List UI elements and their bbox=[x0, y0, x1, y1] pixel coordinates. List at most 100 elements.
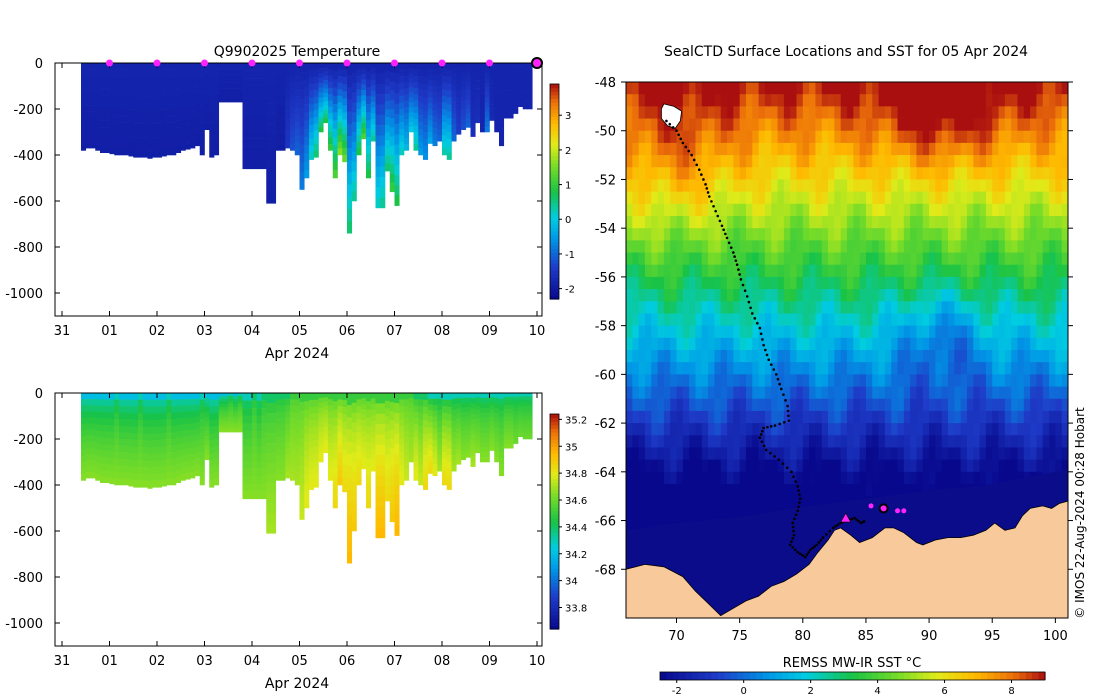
sst-cell bbox=[998, 191, 1006, 205]
profile-cell bbox=[480, 63, 486, 69]
profile-cell bbox=[461, 402, 467, 408]
profile-cell bbox=[247, 161, 253, 170]
profile-cell bbox=[228, 68, 234, 72]
profile-cell bbox=[522, 102, 528, 107]
profile-cell bbox=[256, 423, 262, 432]
profile-cell bbox=[418, 63, 424, 70]
profile-cell bbox=[361, 63, 367, 69]
sst-cell bbox=[802, 191, 810, 205]
sst-cell bbox=[1042, 423, 1050, 436]
profile-cell bbox=[456, 408, 462, 414]
sst-cell bbox=[638, 386, 646, 400]
profile-cell bbox=[223, 429, 229, 433]
profile-cell bbox=[157, 453, 163, 461]
sst-cell bbox=[834, 228, 842, 241]
sst-cell bbox=[865, 167, 873, 180]
profile-cell bbox=[242, 430, 248, 439]
sst-cell bbox=[828, 276, 835, 290]
profile-cell bbox=[375, 63, 381, 74]
sst-cell bbox=[884, 118, 892, 132]
profile-cell bbox=[522, 425, 528, 430]
profile-cell bbox=[128, 399, 134, 407]
sst-cell bbox=[1055, 167, 1063, 180]
sst-cell bbox=[714, 203, 722, 217]
profile-cell bbox=[470, 110, 476, 116]
profile-cell bbox=[185, 75, 191, 82]
profile-cell bbox=[199, 412, 205, 420]
profile-cell bbox=[100, 75, 106, 83]
sst-cell bbox=[720, 313, 728, 327]
profile-cell bbox=[389, 72, 395, 82]
colorbar-segment bbox=[550, 213, 559, 218]
surface-marker bbox=[391, 59, 398, 67]
sst-cell bbox=[929, 94, 936, 107]
profile-cell bbox=[261, 453, 267, 462]
sst-cell bbox=[985, 264, 993, 278]
profile-cell bbox=[157, 69, 163, 77]
profile-cell bbox=[475, 101, 481, 107]
sst-cell bbox=[809, 423, 816, 436]
profile-cell bbox=[347, 75, 353, 88]
sst-cell bbox=[764, 435, 772, 448]
sst-cell bbox=[708, 313, 715, 327]
profile-cell bbox=[280, 405, 286, 413]
sst-cell bbox=[663, 94, 671, 107]
sst-cell bbox=[821, 228, 829, 241]
profile-cell bbox=[218, 401, 224, 405]
profile-cell bbox=[518, 69, 524, 73]
profile-cell bbox=[366, 458, 372, 468]
profile-cell bbox=[361, 436, 367, 443]
profile-cell bbox=[133, 480, 139, 488]
sst-cell bbox=[663, 301, 671, 314]
profile-cell bbox=[465, 393, 471, 398]
profile-cell bbox=[451, 398, 457, 405]
sst-cell bbox=[966, 82, 974, 95]
sst-cell bbox=[764, 252, 772, 266]
profile-cell bbox=[294, 425, 300, 433]
profile-cell bbox=[456, 459, 462, 465]
profile-cell bbox=[252, 430, 258, 439]
sst-cell bbox=[966, 118, 974, 132]
profile-cell bbox=[461, 105, 467, 111]
sst-cell bbox=[676, 350, 684, 363]
profile-cell bbox=[104, 88, 110, 96]
profile-cell bbox=[337, 76, 343, 84]
profile-cell bbox=[313, 110, 319, 118]
colorbar-segment bbox=[550, 223, 559, 228]
profile-cell bbox=[323, 439, 329, 445]
sst-cell bbox=[815, 398, 823, 412]
sst-cell bbox=[644, 82, 652, 95]
profile-cell bbox=[223, 96, 229, 100]
sst-cell bbox=[916, 374, 924, 387]
sst-cell bbox=[809, 350, 816, 363]
sst-cell bbox=[783, 179, 791, 193]
profile-cell bbox=[256, 108, 262, 117]
profile-cell bbox=[204, 67, 210, 73]
profile-cell bbox=[503, 393, 509, 398]
profile-cell bbox=[456, 449, 462, 455]
profile-cell bbox=[114, 425, 120, 433]
sst-cell bbox=[985, 82, 993, 95]
profile-cell bbox=[119, 115, 125, 123]
profile-cell bbox=[275, 69, 281, 76]
colorbar-segment bbox=[550, 177, 559, 182]
sst-cell bbox=[689, 106, 696, 119]
profile-cell bbox=[275, 131, 281, 139]
profile-cell bbox=[399, 471, 405, 479]
sst-cell bbox=[853, 240, 861, 253]
sst-cell bbox=[771, 386, 778, 400]
sst-cell bbox=[815, 155, 823, 168]
profile-cell bbox=[152, 399, 158, 407]
profile-cell bbox=[399, 406, 405, 414]
profile-cell bbox=[242, 138, 248, 147]
profile-cell bbox=[351, 393, 357, 404]
sst-cell bbox=[1036, 374, 1044, 387]
sst-cell bbox=[626, 337, 633, 351]
sst-cell bbox=[922, 118, 930, 132]
profile-cell bbox=[356, 419, 362, 427]
sst-cell bbox=[733, 386, 741, 400]
sst-cell bbox=[973, 301, 980, 314]
profile-cell bbox=[328, 125, 334, 132]
profile-cell bbox=[318, 82, 324, 88]
profile-cell bbox=[451, 415, 457, 422]
